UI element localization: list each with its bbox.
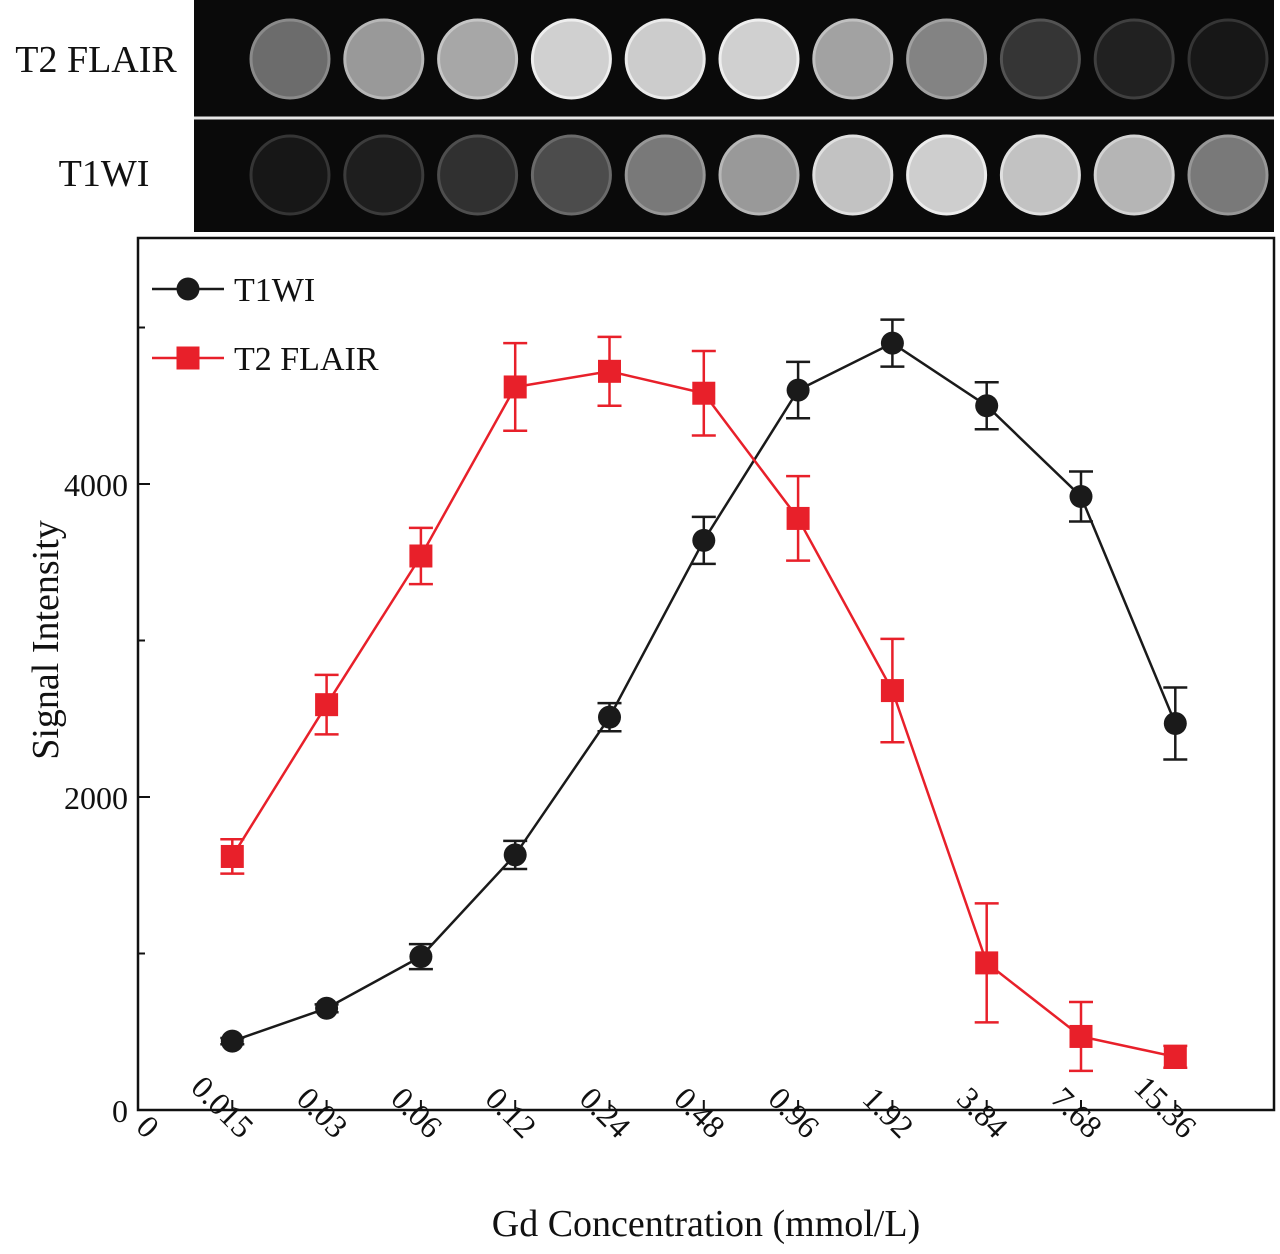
phantom-circle-t1wi-5 — [624, 134, 706, 216]
data-point-t1wi — [692, 528, 716, 552]
y-tick-label: 2000 — [64, 780, 128, 816]
series-t2-flair — [220, 335, 1188, 1073]
series-line-t1wi — [231, 341, 1177, 1043]
phantom-circle-t1wi-7 — [812, 134, 894, 216]
plot-frame — [136, 236, 1276, 1112]
data-point-t2-flair — [975, 951, 999, 975]
x-tick-label: 0.03 — [290, 1080, 355, 1145]
phantom-circles — [249, 18, 1269, 216]
series-line-t2-flair — [231, 370, 1176, 1059]
y-axis-label: Signal Intensity — [25, 520, 67, 760]
data-point-t2-flair — [220, 844, 244, 868]
phantom-circle-t1wi-9 — [999, 134, 1081, 216]
phantom-circle-t2-flair-7 — [812, 18, 894, 100]
data-point-t2-flair — [880, 679, 904, 703]
data-point-t2-flair — [692, 381, 716, 405]
strip-row-label-t2-flair: T2 FLAIR — [15, 39, 177, 81]
phantom-circle-t2-flair-1 — [249, 18, 331, 100]
phantom-circle-t2-flair-2 — [343, 18, 425, 100]
phantom-circle-t1wi-10 — [1093, 134, 1175, 216]
phantom-circle-t2-flair-9 — [999, 18, 1081, 100]
phantom-circle-t2-flair-10 — [1093, 18, 1175, 100]
mri-phantom-strip: T2 FLAIR T1WI — [15, 0, 1274, 232]
x-axis-ticks: 0 0.015 0.03 0.06 0.12 0.24 0.48 0.96 1.92 3.84 7.… — [130, 1069, 1204, 1145]
phantom-circle-t1wi-8 — [906, 134, 988, 216]
y-tick-label: 4000 — [64, 467, 128, 503]
data-point-t1wi — [220, 1029, 244, 1053]
x-tick-label: 0.12 — [479, 1080, 544, 1145]
y-axis-ticks: 0 2000 4000 — [64, 326, 150, 1129]
data-point-t1wi — [315, 996, 339, 1020]
x-tick-label: 0.24 — [573, 1080, 638, 1145]
x-tick-label: 0.06 — [384, 1080, 449, 1145]
data-point-t2-flair — [315, 693, 339, 717]
phantom-circle-t1wi-3 — [437, 134, 519, 216]
x-tick-label: 0 — [130, 1108, 167, 1145]
y-tick-label: 0 — [112, 1093, 128, 1129]
legend-label-t1wi: T1WI — [234, 272, 315, 309]
series-layer — [220, 318, 1188, 1073]
data-point-t2-flair — [409, 544, 433, 568]
phantom-circle-t1wi-4 — [530, 134, 612, 216]
legend: T1WI T2 FLAIR — [152, 272, 379, 378]
data-point-t1wi — [1163, 711, 1187, 735]
x-tick-label: 0.015 — [184, 1069, 260, 1145]
legend-marker-t2-flair — [176, 346, 200, 370]
series-t1wi — [220, 318, 1188, 1053]
x-tick-label: 0.48 — [667, 1080, 732, 1145]
phantom-circle-t1wi-2 — [343, 134, 425, 216]
x-tick-label: 7.68 — [1044, 1080, 1109, 1145]
data-point-t2-flair — [1163, 1045, 1187, 1069]
strip-row-label-t1wi: T1WI — [59, 153, 150, 195]
data-point-t2-flair — [1069, 1024, 1093, 1048]
phantom-circle-t2-flair-8 — [906, 18, 988, 100]
legend-marker-t1wi — [176, 277, 200, 301]
data-point-t1wi — [503, 843, 527, 867]
phantom-circle-t1wi-6 — [718, 134, 800, 216]
x-tick-label: 15.36 — [1127, 1069, 1203, 1145]
x-tick-label: 3.84 — [950, 1080, 1015, 1145]
legend-label-t2-flair: T2 FLAIR — [234, 341, 379, 378]
x-tick-label: 0.96 — [762, 1080, 827, 1145]
x-tick-label: 1.92 — [856, 1080, 921, 1145]
x-axis-label: Gd Concentration (mmol/L) — [492, 1203, 920, 1245]
data-point-t1wi — [409, 945, 433, 969]
data-point-t1wi — [975, 394, 999, 418]
phantom-circle-t2-flair-6 — [718, 18, 800, 100]
phantom-circle-t1wi-11 — [1187, 134, 1269, 216]
data-point-t2-flair — [598, 359, 621, 383]
data-point-t1wi — [786, 378, 810, 402]
data-point-t1wi — [598, 705, 621, 729]
phantom-circle-t2-flair-3 — [437, 18, 519, 100]
phantom-circle-t2-flair-5 — [624, 18, 706, 100]
data-point-t1wi — [1069, 485, 1093, 509]
data-point-t1wi — [880, 331, 904, 355]
data-point-t2-flair — [786, 506, 810, 530]
line-chart: 0 0.015 0.03 0.06 0.12 0.24 0.48 0.96 1.92 3.84 7.… — [25, 236, 1276, 1245]
phantom-circle-t2-flair-11 — [1187, 18, 1269, 100]
phantom-circle-t1wi-1 — [249, 134, 331, 216]
data-point-t2-flair — [503, 375, 527, 399]
phantom-circle-t2-flair-4 — [530, 18, 612, 100]
